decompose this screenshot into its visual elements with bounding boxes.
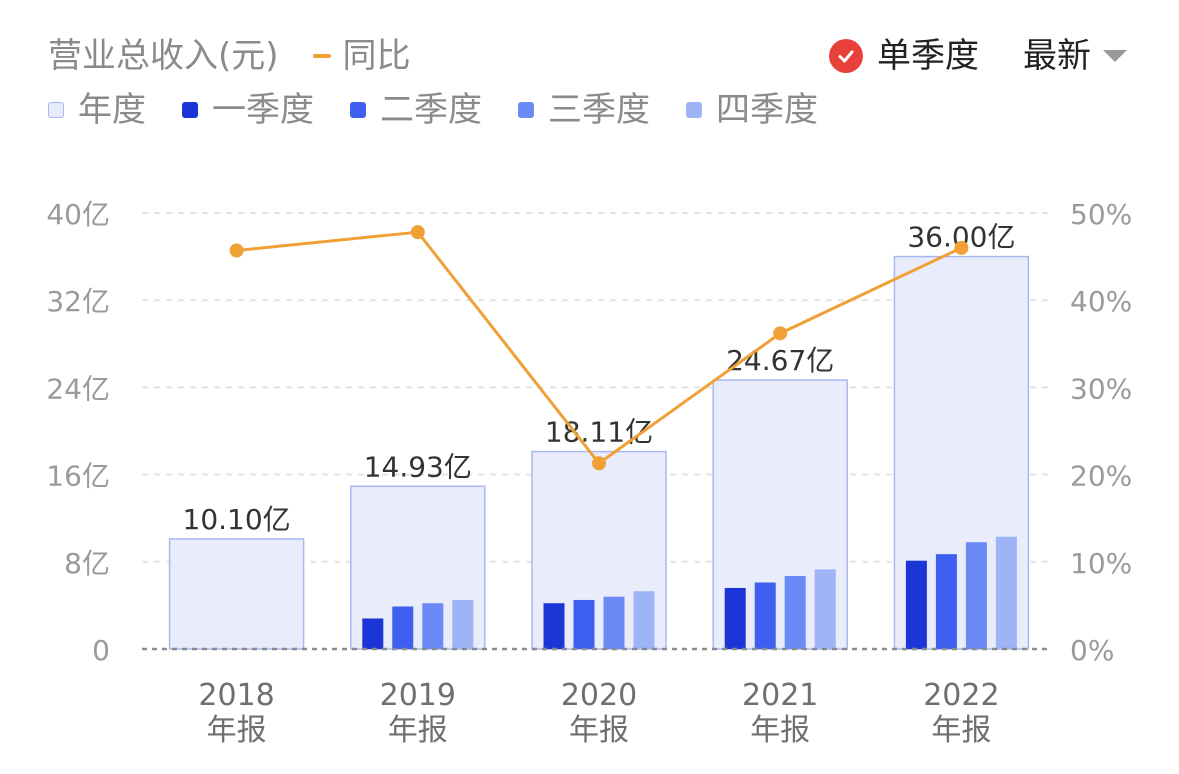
y-right-tick-label: 30% xyxy=(1070,372,1132,405)
legend-q3-swatch xyxy=(518,102,534,118)
x-tick-period: 年报 xyxy=(569,713,629,748)
yoy-point xyxy=(954,240,969,255)
chevron-down-icon xyxy=(1103,50,1127,62)
y-left-tick-label: 0 xyxy=(92,634,110,667)
check-icon xyxy=(838,50,854,63)
legend-annual[interactable]: 年度 xyxy=(48,88,146,132)
legend-q3[interactable]: 三季度 xyxy=(518,88,650,132)
legend-row-series: 年度 一季度 二季度 三季度 四季度 xyxy=(48,88,854,132)
x-tick-year: 2019 xyxy=(380,678,456,713)
legend-q4-label: 四季度 xyxy=(716,90,818,130)
y-left-tick-label: 32亿 xyxy=(46,285,110,318)
q2-bar xyxy=(935,554,957,649)
y-right-tick-label: 20% xyxy=(1070,460,1132,493)
x-tick-period: 年报 xyxy=(750,713,810,748)
yoy-point xyxy=(773,326,788,341)
single-quarter-label[interactable]: 单季度 xyxy=(877,36,979,76)
x-tick-year: 2022 xyxy=(923,678,999,713)
x-tick-period: 年报 xyxy=(207,713,267,748)
q4-bar xyxy=(633,591,655,649)
q2-bar xyxy=(573,599,595,649)
y-left-tick-label: 40亿 xyxy=(46,198,110,231)
yoy-legend-swatch xyxy=(312,54,331,58)
q1-bar xyxy=(724,587,746,649)
x-tick-period: 年报 xyxy=(931,713,991,748)
x-tick-period: 年报 xyxy=(388,713,448,748)
y-left-tick-label: 8亿 xyxy=(64,547,110,580)
x-tick-year: 2018 xyxy=(198,678,274,713)
legend-row-primary: 营业总收入(元) 同比 xyxy=(48,34,411,78)
yoy-point xyxy=(410,225,425,240)
legend-q4[interactable]: 四季度 xyxy=(686,88,818,132)
chart-controls: 单季度 最新 xyxy=(829,34,1127,78)
q1-bar xyxy=(905,560,927,649)
x-tick-year: 2021 xyxy=(742,678,818,713)
legend-q1-label: 一季度 xyxy=(212,90,314,130)
legend-q1[interactable]: 一季度 xyxy=(182,88,314,132)
q1-bar xyxy=(362,618,384,649)
q3-bar xyxy=(603,596,625,649)
y-right-tick-label: 50% xyxy=(1070,198,1132,231)
legend-q2-swatch xyxy=(350,102,366,118)
q2-bar xyxy=(392,606,414,649)
annual-value-label: 18.11亿 xyxy=(545,416,653,449)
y-right-tick-label: 0% xyxy=(1070,634,1114,667)
legend-annual-label: 年度 xyxy=(78,90,146,130)
legend-annual-swatch xyxy=(48,102,64,118)
yoy-point xyxy=(592,456,606,471)
q4-bar xyxy=(995,536,1017,649)
q3-bar xyxy=(965,542,987,649)
annual-value-label: 14.93亿 xyxy=(364,450,472,483)
q3-bar xyxy=(784,575,806,649)
annual-bar xyxy=(168,538,305,650)
y-right-tick-label: 40% xyxy=(1070,285,1132,318)
yoy-legend-label: 同比 xyxy=(342,36,411,76)
q1-bar xyxy=(543,603,565,649)
yoy-point xyxy=(229,243,244,258)
metric-title: 营业总收入(元) xyxy=(48,36,279,76)
q4-bar xyxy=(452,599,474,649)
legend-q2-label: 二季度 xyxy=(380,90,482,130)
q3-bar xyxy=(422,603,444,649)
annual-value-label: 10.10亿 xyxy=(183,503,291,536)
legend-q4-swatch xyxy=(686,102,702,118)
sort-dropdown-label: 最新 xyxy=(1023,36,1091,76)
sort-dropdown[interactable]: 最新 xyxy=(1023,34,1127,78)
y-left-tick-label: 16亿 xyxy=(46,460,110,493)
x-tick-year: 2020 xyxy=(561,678,637,713)
legend-q1-swatch xyxy=(182,102,198,118)
legend-q2[interactable]: 二季度 xyxy=(350,88,482,132)
y-left-tick-label: 24亿 xyxy=(46,372,110,405)
q2-bar xyxy=(754,582,776,649)
y-right-tick-label: 10% xyxy=(1070,547,1132,580)
legend-q3-label: 三季度 xyxy=(548,90,650,130)
q4-bar xyxy=(814,569,836,649)
single-quarter-checkbox[interactable] xyxy=(829,39,863,73)
